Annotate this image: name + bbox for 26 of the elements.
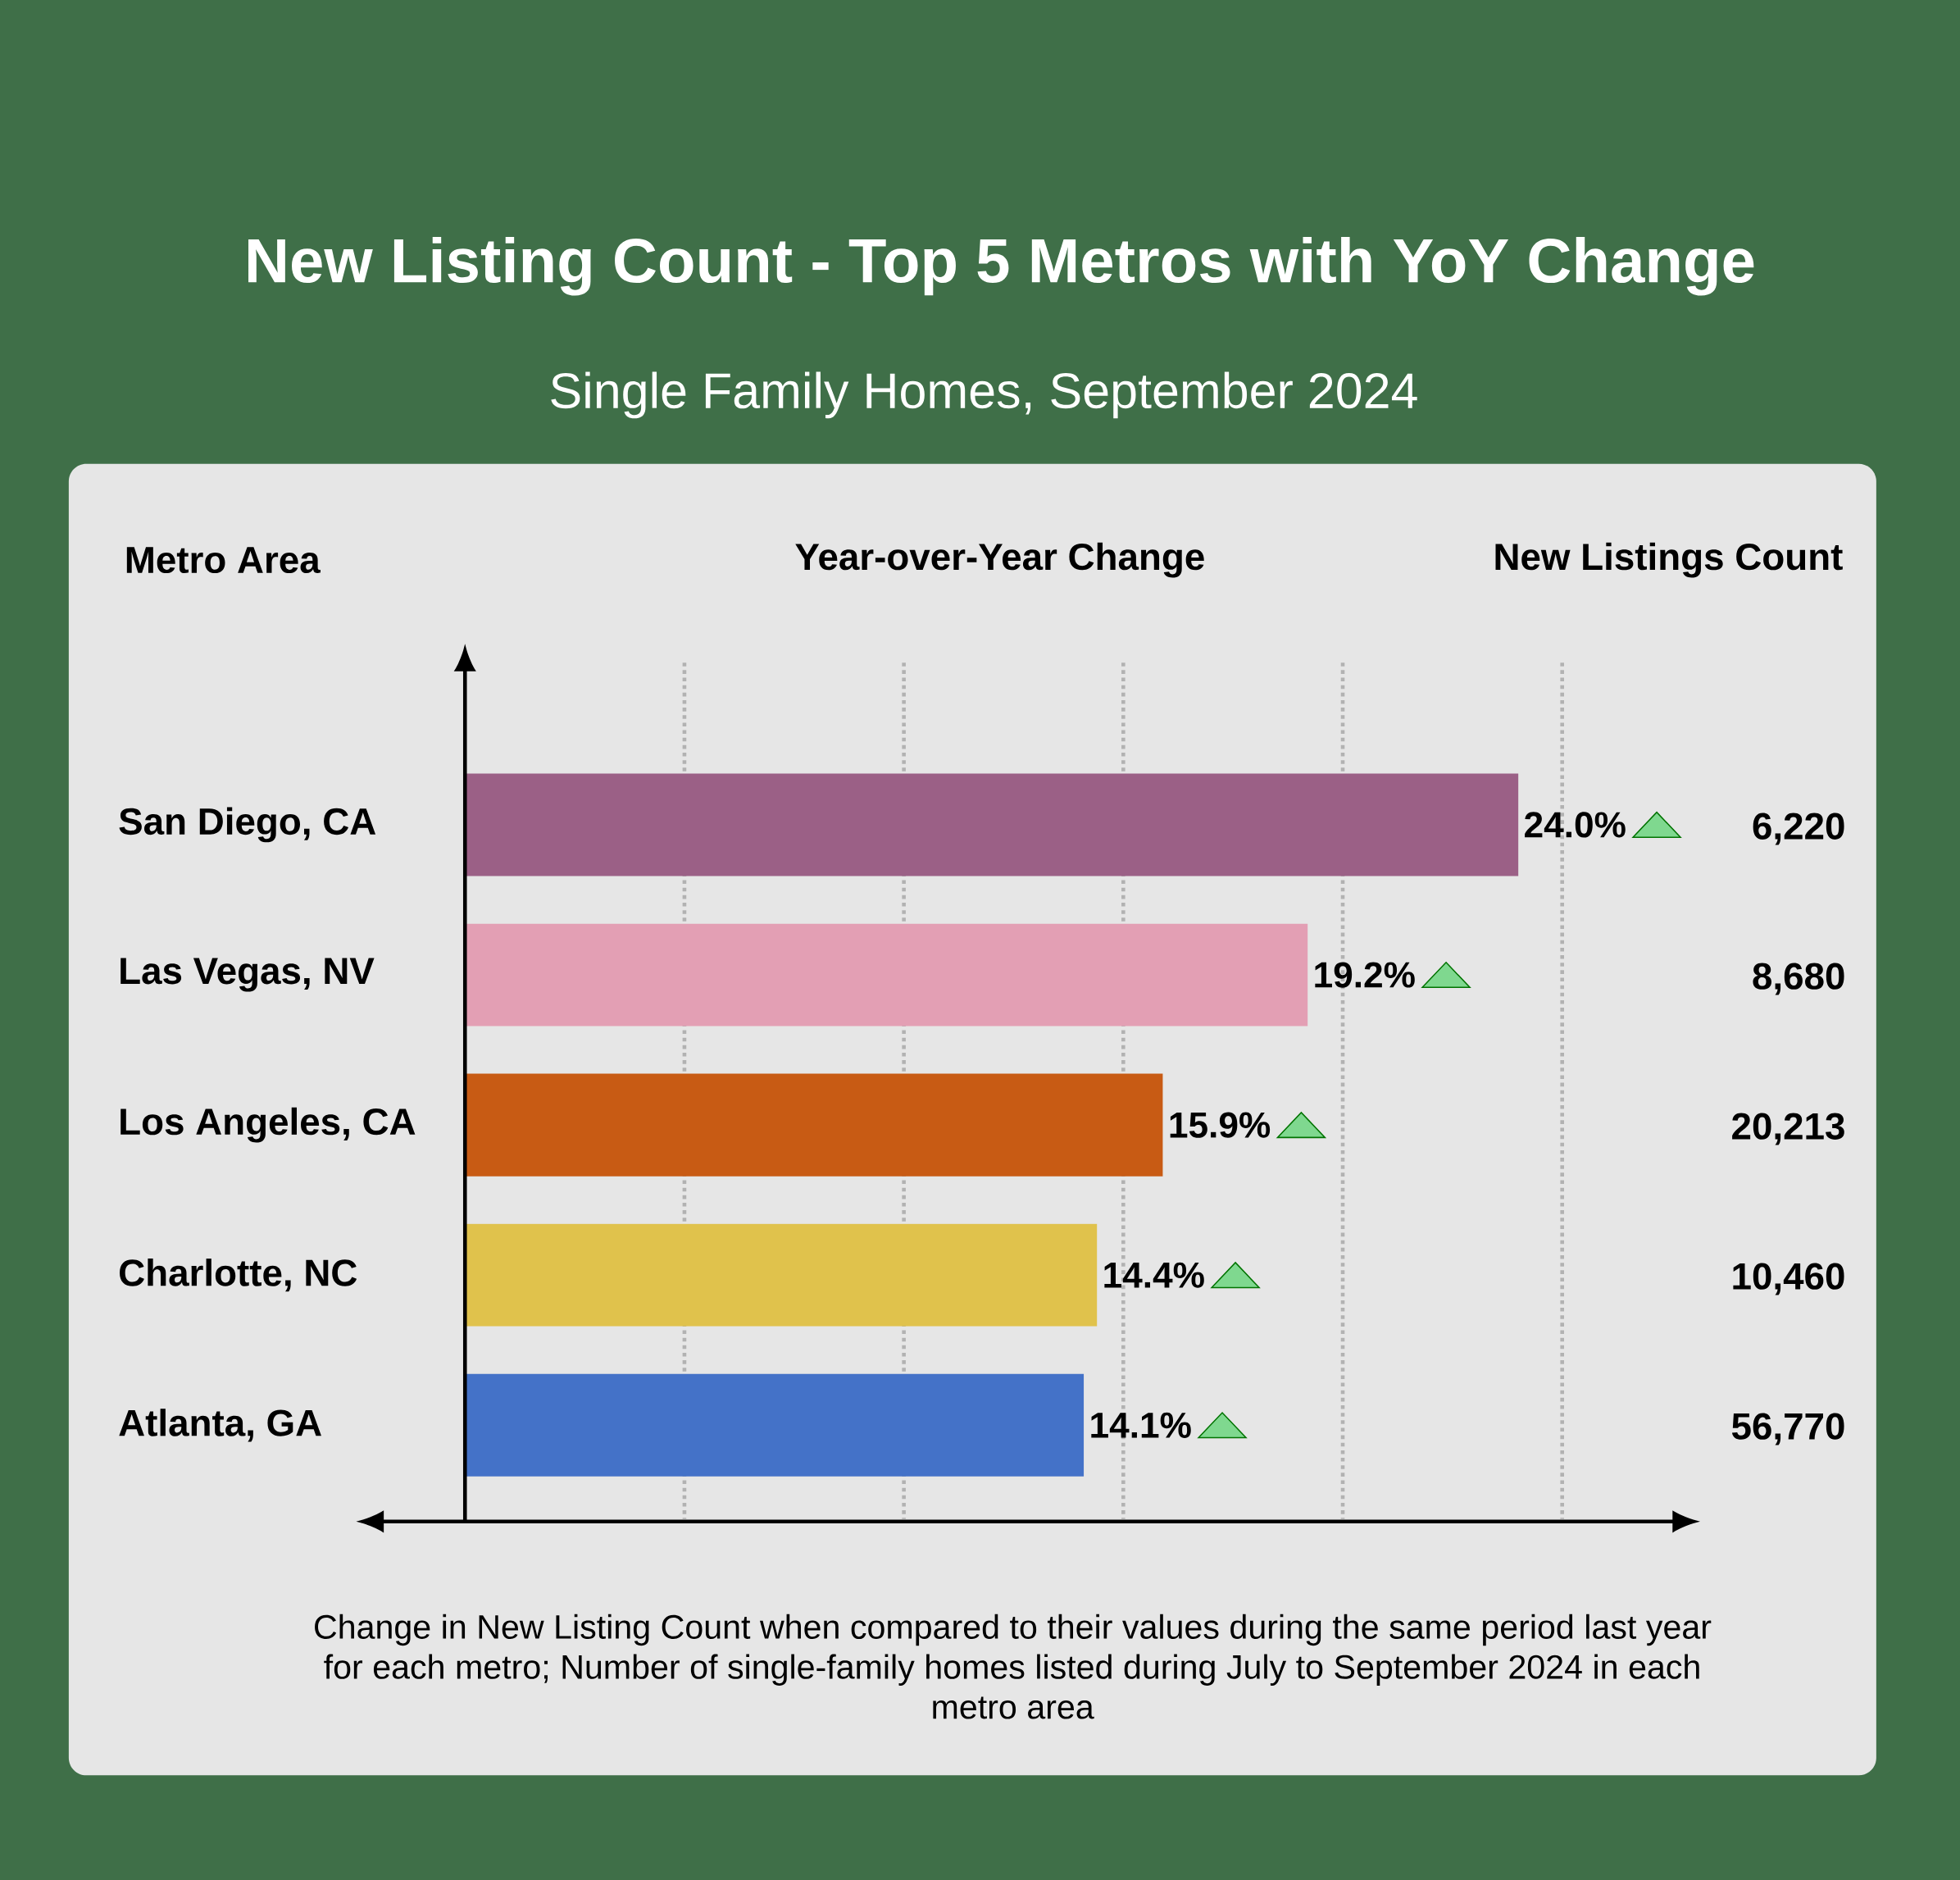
text: 56,770 <box>1731 1413 1844 1445</box>
bar <box>465 1223 1098 1327</box>
y-tick-label: Los Angeles, CA <box>121 1107 416 1143</box>
text: 6,220 <box>1753 813 1844 845</box>
text: 20,213 <box>1732 1113 1844 1145</box>
bar <box>465 923 1308 1026</box>
text: 8,680 <box>1753 963 1844 995</box>
bar <box>465 1373 1085 1477</box>
bar <box>465 1073 1163 1177</box>
data-label: 14.1% <box>1091 1412 1191 1438</box>
x-axis-title: Year-over-Year Change <box>795 542 1204 578</box>
y-tick-label: Charlotte, NC <box>120 1258 357 1292</box>
data-label: 14.4% <box>1104 1262 1204 1288</box>
bar <box>465 773 1519 876</box>
data-label: 15.9% <box>1170 1112 1271 1138</box>
text: 10,460 <box>1733 1263 1844 1295</box>
y-axis-title: Metro Area <box>126 546 321 573</box>
text: New Listings Count <box>1495 542 1843 578</box>
y-tick-label: San Diego, CA <box>119 807 376 843</box>
y-tick-label: Atlanta, GA <box>119 1409 321 1442</box>
chart-subtitle: Single Family Homes, September 2024 <box>551 371 1417 419</box>
data-label: 19.2% <box>1315 962 1415 988</box>
y-tick-label: Las Vegas, NV <box>121 958 375 992</box>
text: Change in New Listing Count when compared to their values during the same period last year for each metro; Number of single-family homes listed during July to September 2024 in each metro area <box>315 1614 1712 1719</box>
chart-title: New Listing Count - Top 5 Metros with YoY Change <box>248 236 1754 296</box>
data-label: 24.0% <box>1525 812 1626 838</box>
